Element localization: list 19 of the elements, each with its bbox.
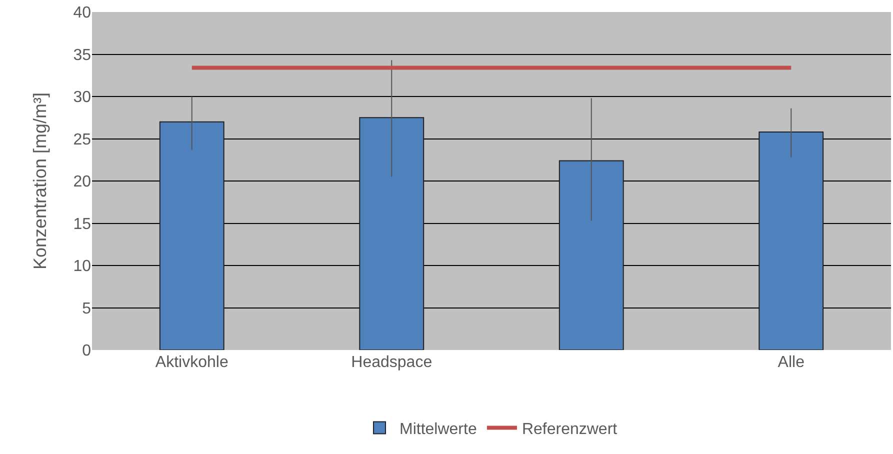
y-tick-label: 25 (73, 131, 92, 148)
y-tick-label: 30 (73, 89, 92, 106)
x-tick-label: Headspace (351, 354, 432, 371)
legend-label: Mittelwerte (400, 420, 477, 438)
bar (359, 117, 424, 350)
y-tick-label: 35 (73, 46, 92, 64)
y-tick-label: 20 (73, 174, 92, 191)
y-tick-label: 10 (73, 258, 92, 276)
y-tick-label: 15 (73, 216, 92, 233)
bar (159, 121, 224, 350)
y-tick-label: 0 (82, 342, 92, 360)
x-tick-label: Aktivkohle (155, 354, 228, 371)
legend-label: Referenzwert (522, 420, 618, 438)
x-tick-label: Alle (778, 354, 805, 371)
y-axis-title: Konzentration [mg/m³] (30, 92, 50, 270)
bar (758, 131, 824, 350)
y-tick-label: 5 (82, 300, 92, 318)
bar (558, 160, 624, 350)
y-tick-label: 40 (73, 4, 92, 22)
